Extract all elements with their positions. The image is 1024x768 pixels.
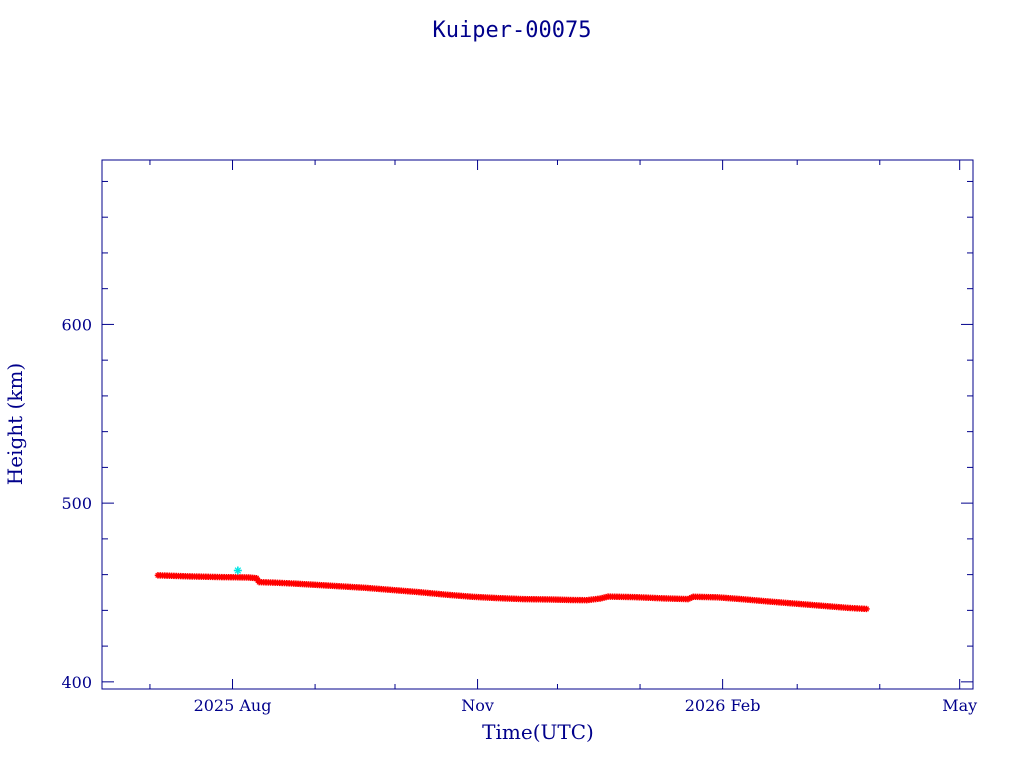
x-tick-label: 2025 Aug (194, 696, 272, 715)
chart-title: Kuiper-00075 (433, 18, 592, 43)
x-axis-label: Time(UTC) (482, 720, 594, 744)
plot-frame (101, 159, 974, 690)
data-point-stroke (234, 567, 242, 574)
x-tick-label: Nov (461, 696, 494, 715)
y-axis-label: Height (km) (3, 363, 27, 485)
y-axis-ticks: 400 500 600 (61, 180, 973, 692)
x-tick-label: 2026 Feb (685, 696, 761, 715)
data-point (233, 566, 242, 575)
y-tick-label: 500 (61, 494, 92, 513)
y-tick-label: 400 (61, 673, 92, 692)
x-axis-ticks: 2025 Aug Nov 2026 Feb May (149, 160, 977, 715)
data-point (863, 605, 870, 613)
y-tick-label: 600 (61, 315, 92, 334)
data-point-stroke (863, 606, 870, 612)
x-tick-label: May (942, 696, 977, 715)
series-layer (154, 566, 870, 613)
